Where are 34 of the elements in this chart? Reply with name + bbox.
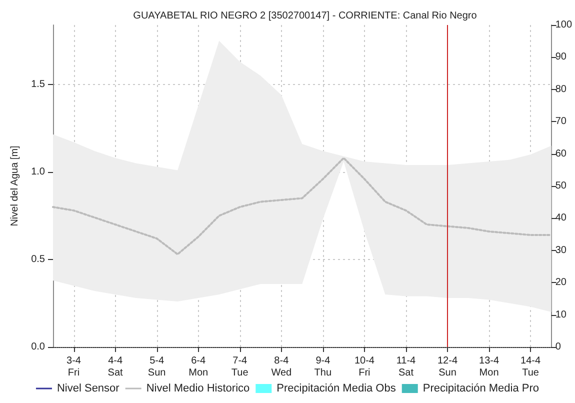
y2-tick-label: 10: [555, 309, 567, 320]
y2-tick-label: 60: [555, 148, 567, 160]
x-tick-label: 6-4 Mon: [188, 356, 208, 378]
x-tick-label: 10-4 Fri: [354, 356, 375, 378]
y-axis-title: Nivel del Agua [m]: [10, 145, 21, 226]
x-tick-label: 8-4 Wed: [271, 356, 292, 378]
x-tick-label: 5-4 Sun: [148, 356, 166, 378]
legend-label: Nivel Sensor: [56, 382, 120, 394]
x-tick-label: 12-4 Sun: [437, 356, 458, 378]
legend-label: Nivel Medio Historico: [146, 382, 250, 394]
y-tick-label: 0.5: [31, 254, 46, 265]
y-tick-label: 0.0: [31, 342, 46, 352]
y2-tick-label: 0: [555, 342, 562, 352]
chart-title: GUAYABETAL RIO NEGRO 2 [3502700147] - CORRIENTE: Canal Rio Negro: [133, 10, 478, 22]
y2-tick-label: 40: [555, 212, 567, 224]
line-series: [52, 157, 552, 256]
y2-tick-label: 50: [555, 180, 567, 192]
y2-tick-label: 20: [555, 277, 567, 288]
legend-label: Precipitación Media Obs: [276, 382, 396, 394]
y-tick-label: 1.0: [31, 166, 46, 178]
legend-label: Precipitación Media Pro: [422, 382, 540, 394]
y2-tick-label: 80: [555, 84, 567, 95]
x-tick-label: 11-4 Sat: [396, 356, 416, 378]
x-tick-label: 9-4 Thu: [314, 356, 332, 378]
y2-tick-label: 70: [555, 116, 567, 128]
y2-tick-label: 30: [555, 244, 567, 256]
y2-tick-label: 100: [555, 20, 572, 30]
x-tick-label: 4-4 Sat: [108, 356, 124, 378]
y2-tick-label: 90: [555, 52, 567, 63]
x-tick-label: 7-4 Tue: [231, 356, 249, 378]
x-tick-label: 14-4 Tue: [520, 356, 541, 378]
x-tick-label: 3-4 Fri: [66, 356, 82, 378]
x-tick-label: 13-4 Mon: [479, 356, 500, 378]
y-tick-label: 1.5: [31, 79, 46, 90]
